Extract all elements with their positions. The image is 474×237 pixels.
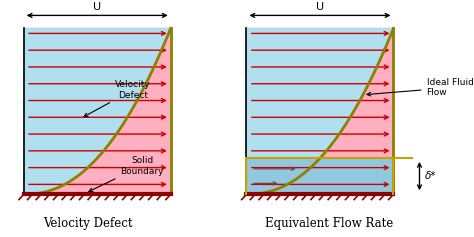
Polygon shape (246, 158, 393, 194)
Bar (24, 28, 171, 194)
Text: Velocity
Defect: Velocity Defect (84, 80, 151, 117)
Text: Equivalent Flow Rate: Equivalent Flow Rate (265, 217, 393, 230)
Text: U: U (93, 2, 101, 12)
Bar (246, 28, 393, 194)
Polygon shape (24, 28, 171, 194)
Text: U: U (316, 2, 324, 12)
Text: Ideal Fluid
Flow: Ideal Fluid Flow (367, 78, 474, 97)
Text: Velocity Defect: Velocity Defect (43, 217, 132, 230)
Text: Solid
Boundary: Solid Boundary (89, 156, 164, 191)
Text: δ*: δ* (425, 171, 437, 181)
Polygon shape (246, 28, 393, 194)
